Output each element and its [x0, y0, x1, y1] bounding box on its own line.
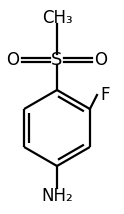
Text: O: O — [94, 51, 108, 69]
Text: CH₃: CH₃ — [42, 9, 72, 27]
Text: S: S — [51, 51, 63, 69]
Text: NH₂: NH₂ — [41, 187, 73, 205]
Text: F: F — [100, 86, 110, 104]
Text: O: O — [6, 51, 19, 69]
